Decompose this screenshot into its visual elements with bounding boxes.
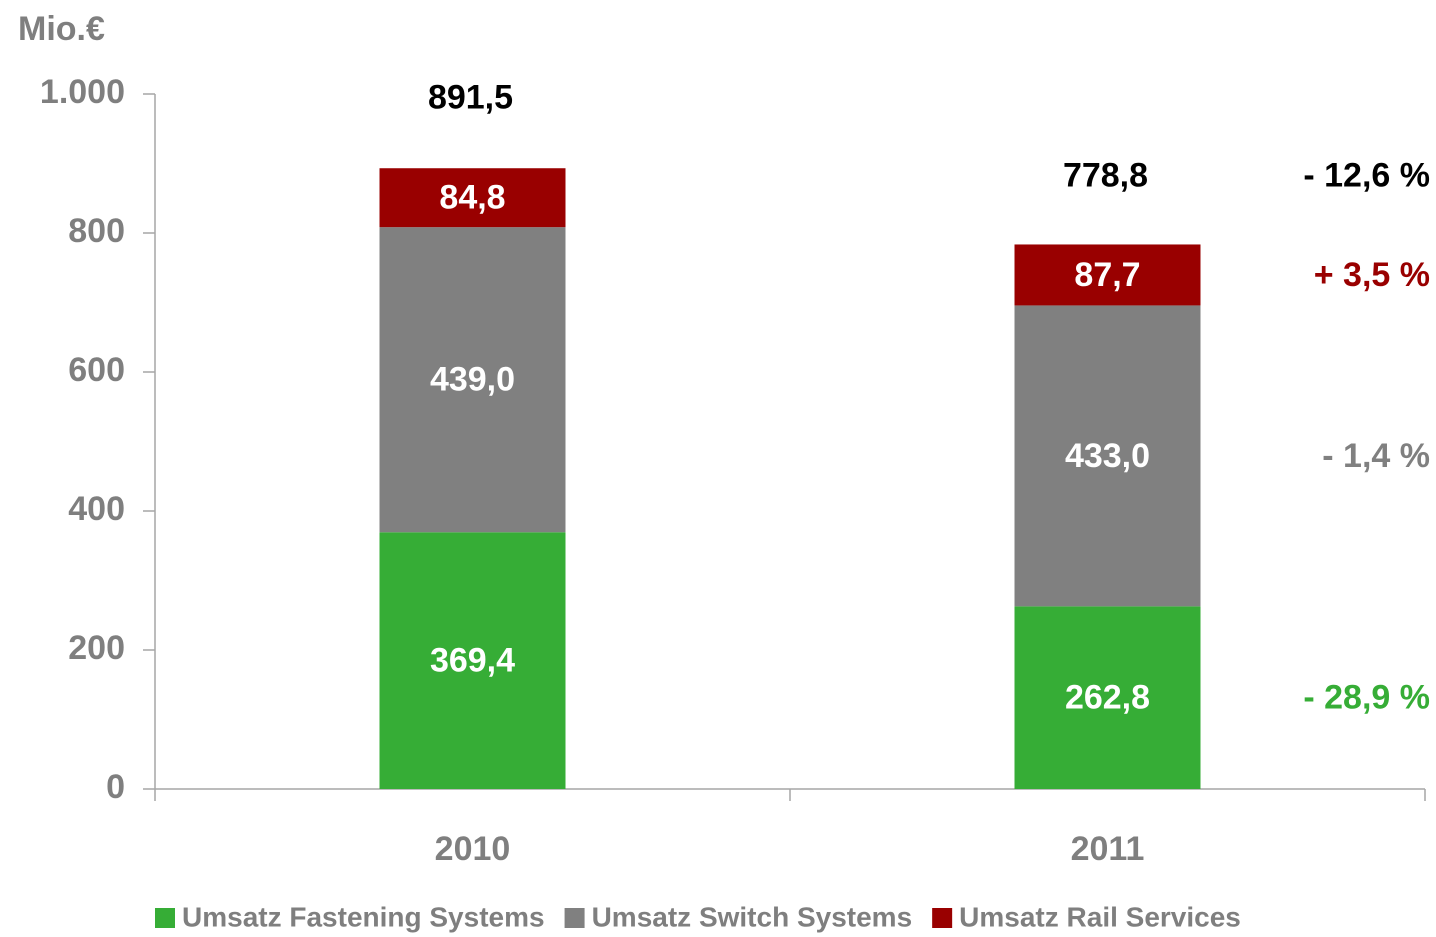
y-tick-label: 1.000 (40, 73, 125, 111)
x-tick-label: 2010 (435, 830, 511, 868)
change-label: + 3,5 % (1314, 256, 1430, 294)
bar-segment (1014, 305, 1201, 607)
bar-segment (379, 532, 566, 789)
legend-label: Umsatz Rail Services (959, 901, 1241, 932)
data-label: 87,7 (1074, 256, 1140, 294)
y-tick-label: 200 (68, 629, 125, 667)
x-tick-label: 2011 (1071, 830, 1145, 868)
data-label: 433,0 (1065, 437, 1150, 475)
legend-label: Umsatz Fastening Systems (182, 901, 545, 932)
legend-swatch (155, 908, 175, 928)
data-label: 262,8 (1065, 679, 1150, 717)
data-label: 369,4 (430, 642, 515, 680)
y-tick-label: 800 (68, 212, 125, 250)
data-label: 84,8 (439, 179, 505, 217)
change-label: - 1,4 % (1322, 437, 1430, 475)
bar-segment (379, 168, 566, 228)
legend-swatch (564, 908, 585, 928)
y-tick-label: 0 (106, 768, 125, 806)
data-label: 439,0 (430, 361, 515, 399)
change-label: - 28,9 % (1303, 679, 1430, 717)
total-label: 891,5 (428, 78, 513, 116)
legend-swatch (932, 908, 953, 928)
bar-segment (1014, 244, 1201, 306)
bar-segment (1014, 606, 1201, 789)
total-label: 778,8 (1063, 157, 1148, 195)
y-tick-label: 400 (68, 490, 125, 528)
y-axis-label: Mio.€ (18, 10, 105, 48)
y-tick-label: 600 (68, 351, 125, 389)
change-label: - 12,6 % (1303, 157, 1430, 195)
bar-segment (379, 227, 566, 533)
legend-label: Umsatz Switch Systems (592, 901, 913, 932)
